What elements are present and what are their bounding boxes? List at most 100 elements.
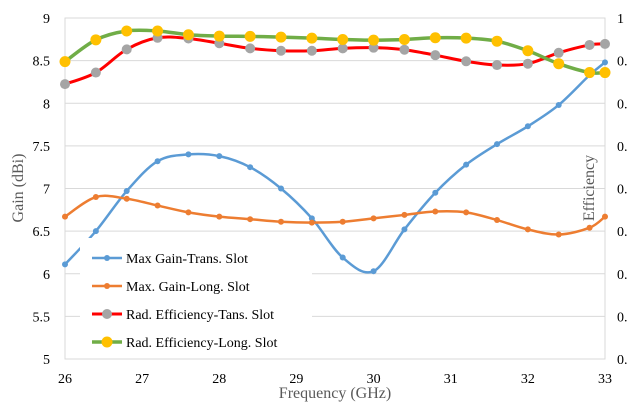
data-point [432,189,439,196]
y2-tick-label: 0. [617,55,628,70]
data-point [60,79,70,90]
tick-labels: 26 27 28 29 30 31 32 33 5 5.5 6 6.5 7 7.5 8 8.5 9 0. 0. 0. 0… [33,12,628,387]
data-point [213,30,225,42]
data-point [429,32,441,44]
data-point [90,34,102,46]
data-point [123,195,130,202]
data-point [121,25,133,37]
data-point [92,228,99,235]
y2-tick-label: 0. [617,353,628,368]
legend-swatch-marker [104,255,110,261]
legend-label: Rad. Efficiency-Tans. Slot [126,308,274,323]
legend-swatch-marker [102,309,112,319]
y-tick-label: 5 [43,353,50,368]
data-point [401,211,408,218]
y-tick-label: 7 [43,183,50,198]
data-point [244,30,256,42]
y2-tick-label: 1 [617,12,624,27]
legend-item: Rad. Efficiency-Tans. Slot [92,308,274,323]
data-point [522,58,533,69]
data-point [182,29,194,41]
data-point [306,45,317,56]
data-point [90,67,101,78]
data-point [553,58,565,70]
data-point [123,188,130,195]
data-point [59,56,71,68]
data-point [308,215,315,222]
legend-item: Max Gain-Trans. Slot [92,252,248,267]
data-point [337,43,348,54]
data-point [492,60,502,71]
data-point [337,33,349,45]
legend-swatch-marker [101,336,113,348]
data-point [154,202,161,209]
y-tick-label: 6 [43,268,50,283]
data-point [216,213,223,220]
data-point [599,67,611,79]
data-point [339,218,346,225]
series-4 [59,25,611,79]
data-point [494,217,500,224]
x-tick-label: 29 [289,372,303,387]
data-point [602,59,608,66]
y-tick-label: 6.5 [33,225,51,240]
data-point [461,56,472,67]
x-tick-label: 33 [598,372,612,387]
data-point [92,194,99,201]
x-tick-label: 28 [212,372,226,387]
data-point [306,32,318,44]
data-point [586,224,593,231]
y2-tick-label: 0. [617,310,628,325]
y2-axis-label: Efficiency [581,155,598,221]
y2-tick-label: 0. [617,97,628,112]
data-point [401,226,408,233]
legend-label: Max. Gain-Long. Slot [126,280,250,295]
data-point [275,31,287,43]
data-point [154,158,161,165]
data-point [600,38,610,49]
y2-tick-label: 0. [617,183,628,198]
data-point [121,44,132,55]
y-axis-label: Gain (dBi) [10,154,27,223]
data-point [584,39,595,50]
y-tick-label: 8.5 [33,55,51,70]
series-1 [62,59,608,275]
x-tick-label: 31 [444,372,458,387]
data-point [62,261,68,268]
data-point [370,215,377,222]
data-point [553,47,564,58]
data-point [278,218,284,225]
data-point [584,67,596,79]
data-point [522,45,534,57]
data-point [463,209,470,216]
data-point [602,213,608,220]
data-point [524,226,531,233]
data-point [276,45,286,56]
y2-tick-label: 0. [617,268,628,283]
data-point [463,161,470,168]
legend-label: Max Gain-Trans. Slot [126,252,248,267]
data-point [185,209,192,216]
data-point [555,231,562,238]
y2-tick-label: 0. [617,225,628,240]
data-point [398,33,410,45]
data-point [247,216,254,223]
legend-swatch-marker [104,283,110,289]
y-tick-label: 5.5 [33,310,51,325]
series-2 [62,194,608,238]
y-tick-label: 7.5 [33,140,51,155]
data-point [152,25,164,37]
x-tick-label: 30 [367,372,381,387]
data-point [491,35,503,47]
data-point [555,101,562,108]
data-point [185,151,192,158]
data-point [368,42,379,53]
data-point [308,219,315,226]
legend: Max Gain-Trans. Slot Max. Gain-Long. Slot… [80,238,312,358]
x-tick-label: 27 [135,372,149,387]
series-line [64,194,606,236]
y-tick-label: 8 [43,97,50,112]
x-tick-label: 32 [521,372,535,387]
data-point [62,213,68,220]
data-point [430,50,441,61]
